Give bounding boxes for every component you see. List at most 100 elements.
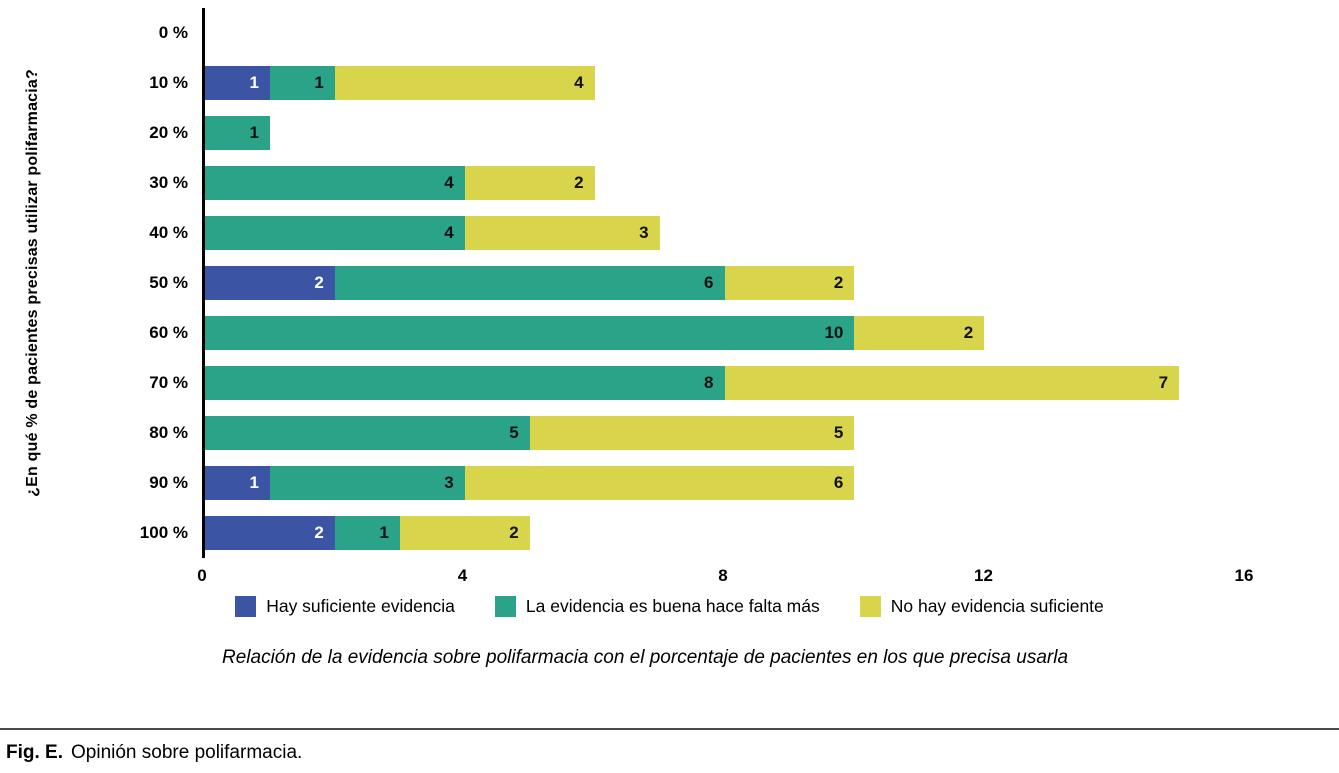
stacked-bar-chart: ¿En qué % de pacientes precisas utilizar… xyxy=(10,8,1253,594)
value-label: 2 xyxy=(574,173,584,192)
value-label: 8 xyxy=(704,373,714,392)
chart-row: 80 % 5 5 xyxy=(56,408,1244,458)
bar-segment: 2 xyxy=(464,166,595,200)
chart-row: 0 % xyxy=(56,8,1244,58)
bar-track: 10 2 xyxy=(202,308,1244,358)
category-label: 70 % xyxy=(149,373,188,392)
bar-segment: 1 xyxy=(334,516,400,550)
bar-segment: 6 xyxy=(334,266,725,300)
chart-row: 30 % 4 2 xyxy=(56,158,1244,208)
value-label: 3 xyxy=(639,223,649,242)
bar-track: 1 xyxy=(202,108,1244,158)
value-label: 3 xyxy=(444,473,454,492)
value-label: 1 xyxy=(249,123,259,142)
category-label: 30 % xyxy=(149,173,188,192)
chart-row: 10 % 1 1 4 xyxy=(56,58,1244,108)
value-label: 2 xyxy=(509,523,519,542)
plot-area: 0 % 10 % 1 1 4 20 % 1 30 % 4 2 40 % 4 3 50 % 2 6 2 60 % 10… xyxy=(56,8,1253,594)
category-label: 0 % xyxy=(158,23,188,42)
category-label: 80 % xyxy=(149,423,188,442)
bar-segment: 7 xyxy=(724,366,1180,400)
value-label: 5 xyxy=(833,423,844,442)
x-tick-label: 8 xyxy=(718,566,728,585)
value-label: 1 xyxy=(249,73,259,92)
legend-item: La evidencia es buena hace falta más xyxy=(494,596,820,617)
value-label: 5 xyxy=(509,423,519,442)
bar-segment: 2 xyxy=(399,516,530,550)
category-label: 50 % xyxy=(149,273,188,292)
figure-caption: Fig. E. Opinión sobre polifarmacia. xyxy=(6,742,302,764)
value-label: 4 xyxy=(444,173,454,192)
bar-segment: 4 xyxy=(205,166,465,200)
chart-row: 50 % 2 6 2 xyxy=(56,258,1244,308)
x-axis: 0 4 8 12 16 xyxy=(56,558,1253,594)
bar-segment: 6 xyxy=(464,466,855,500)
value-label: 2 xyxy=(833,273,844,292)
bar-segment: 2 xyxy=(724,266,855,300)
bar-track xyxy=(202,8,1244,58)
legend-label: No hay evidencia suficiente xyxy=(890,596,1104,616)
value-label: 2 xyxy=(314,273,324,292)
category-label: 90 % xyxy=(149,473,188,492)
legend-label: Hay suficiente evidencia xyxy=(266,596,455,616)
value-label: 1 xyxy=(314,73,324,92)
chart-caption: Relación de la evidencia sobre polifarma… xyxy=(222,647,1069,668)
bar-segment: 2 xyxy=(205,516,335,550)
bar-track: 2 1 2 xyxy=(202,508,1244,558)
chart-row: 20 % 1 xyxy=(56,108,1244,158)
value-label: 1 xyxy=(249,473,259,492)
category-label: 60 % xyxy=(149,323,188,342)
x-tick-label: 16 xyxy=(1234,566,1254,585)
legend: Hay suficiente evidencia La evidencia es … xyxy=(0,596,1339,617)
x-tick-label: 12 xyxy=(974,566,993,585)
bar-segment: 10 xyxy=(205,316,855,350)
bar-segment: 1 xyxy=(205,466,270,500)
x-tick-area: 0 4 8 12 16 xyxy=(197,558,1253,594)
category-label: 10 % xyxy=(149,73,188,92)
value-label: 2 xyxy=(314,523,324,542)
bar-track: 1 1 4 xyxy=(202,58,1244,108)
legend-swatch xyxy=(235,596,257,617)
chart-row: 100 % 2 1 2 xyxy=(56,508,1244,558)
chart-row: 90 % 1 3 6 xyxy=(56,458,1244,508)
bar-segment: 2 xyxy=(205,266,335,300)
bar-track: 2 6 2 xyxy=(202,258,1244,308)
bar-segment: 3 xyxy=(269,466,465,500)
bar-rows: 0 % 10 % 1 1 4 20 % 1 30 % 4 2 40 % 4 3 50 % 2 6 2 60 % 10… xyxy=(56,8,1244,558)
value-label: 1 xyxy=(379,523,389,542)
y-axis-title: ¿En qué % de pacientes precisas utilizar… xyxy=(24,69,41,497)
category-label: 20 % xyxy=(149,123,188,142)
bar-segment: 5 xyxy=(205,416,530,450)
x-tick-label: 4 xyxy=(457,566,468,585)
bar-segment: 1 xyxy=(269,66,335,100)
legend-label: La evidencia es buena hace falta más xyxy=(525,596,820,616)
legend-swatch xyxy=(859,596,881,617)
figure-label: Fig. E. xyxy=(6,742,63,763)
separator-line xyxy=(0,728,1339,730)
legend-item: Hay suficiente evidencia xyxy=(235,596,455,617)
bar-segment: 3 xyxy=(464,216,660,250)
value-label: 2 xyxy=(963,323,974,342)
value-label: 4 xyxy=(444,223,454,242)
value-label: 6 xyxy=(704,273,714,292)
legend-item: No hay evidencia suficiente xyxy=(859,596,1104,617)
legend-swatch xyxy=(494,596,516,617)
value-label: 10 xyxy=(824,323,844,342)
value-label: 7 xyxy=(1158,373,1169,392)
bar-segment: 1 xyxy=(205,116,270,150)
bar-segment: 4 xyxy=(334,66,595,100)
bar-segment: 8 xyxy=(205,366,725,400)
category-label: 40 % xyxy=(149,223,188,242)
bar-segment: 2 xyxy=(854,316,985,350)
bar-segment: 1 xyxy=(205,66,270,100)
x-tick-label: 0 xyxy=(197,566,207,585)
category-label: 100 % xyxy=(139,523,188,542)
y-axis-title-container: ¿En qué % de pacientes precisas utilizar… xyxy=(10,8,56,558)
x-axis-spacer xyxy=(56,558,202,594)
chart-row: 70 % 8 7 xyxy=(56,358,1244,408)
